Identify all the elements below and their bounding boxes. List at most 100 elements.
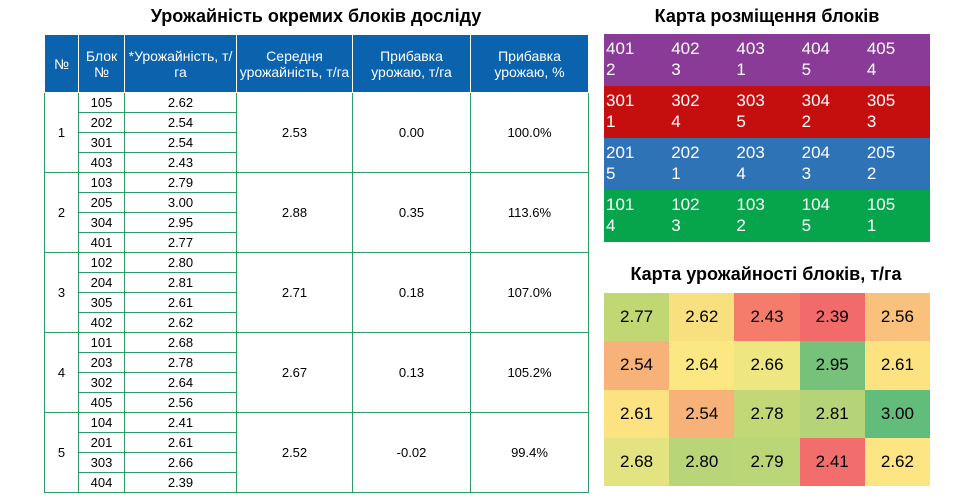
heatmap-cell: 2.79: [734, 437, 800, 486]
table-title: Урожайність окремих блоків досліду: [150, 6, 482, 26]
cell-avg-yield: 2.67: [236, 332, 353, 413]
placement-cell: 401 2: [604, 34, 669, 86]
cell-yield: 2.62: [124, 92, 237, 113]
heatmap-cell: 2.62: [864, 437, 931, 486]
cell-block: 304: [78, 212, 125, 233]
placement-cell: 305 3: [865, 86, 930, 138]
cell-gain-pct: 105.2%: [470, 332, 589, 413]
heatmap-cell: 2.77: [604, 293, 670, 342]
placement-block-number: 305: [866, 91, 896, 110]
heatmap-row: 2.77 2.62 2.43 2.39 2.56: [604, 293, 931, 342]
placement-cell: 303 5: [734, 86, 799, 138]
heatmap-cell: 2.78: [734, 389, 800, 438]
placement-variant-number: 1: [866, 216, 877, 235]
yield-heatmap: 2.77 2.62 2.43 2.39 2.56 2.54 2.64 2.66 2.95 2.61…: [604, 293, 931, 486]
placement-variant-number: 2: [736, 216, 746, 235]
placement-cell: 203 4: [734, 138, 799, 190]
cell-block: 203: [78, 352, 125, 373]
placement-block-number: 302: [671, 91, 700, 110]
heatmap-cell: 3.00: [864, 389, 931, 438]
placement-block-number: 203: [736, 143, 765, 162]
cell-block: 401: [78, 232, 125, 253]
cell-block: 303: [78, 452, 125, 473]
placement-block-number: 405: [866, 39, 896, 58]
table-row: 1 105 2.62 2.53 0.00 100.0%: [44, 92, 589, 173]
header-gain: Прибавка урожаю, т/га: [352, 34, 471, 93]
cell-yield: 2.66: [124, 452, 237, 473]
placement-cell: 102 3: [669, 190, 734, 242]
placement-map-title: Карта розміщення блоків: [654, 6, 880, 26]
heatmap-cell: 2.66: [734, 341, 800, 390]
placement-cell: 105 1: [865, 190, 930, 242]
cell-group-num: 5: [44, 412, 79, 493]
cell-yield: 2.79: [124, 172, 237, 193]
table-row: 204 2.81: [45, 272, 589, 293]
placement-block-number: 401: [606, 39, 635, 58]
heatmap-cell: 2.61: [864, 341, 931, 390]
cell-block: 102: [78, 252, 125, 273]
placement-variant-number: 1: [671, 164, 681, 183]
placement-cell: 404 5: [800, 34, 865, 86]
cell-group-num: 1: [44, 92, 79, 173]
placement-block-number: 102: [671, 195, 700, 214]
placement-cell: 403 1: [734, 34, 799, 86]
placement-cell: 304 2: [800, 86, 865, 138]
placement-variant-number: 5: [801, 216, 812, 235]
header-yield: *Урожайність, т/га: [124, 34, 237, 93]
cell-group-num: 4: [44, 332, 79, 413]
cell-block: 205: [78, 192, 125, 213]
table-row: 4 101 2.68 2.67 0.13 105.2%: [44, 332, 589, 413]
header-avg-yield: Середня урожайність, т/га: [236, 34, 353, 93]
placement-cell: 202 1: [669, 138, 734, 190]
placement-variant-number: 2: [801, 112, 812, 131]
cell-yield: 2.64: [124, 372, 237, 393]
placement-block-number: 304: [801, 91, 830, 110]
placement-variant-number: 4: [736, 164, 746, 183]
cell-block: 202: [78, 112, 125, 133]
heatmap-cell: 2.68: [604, 437, 670, 486]
placement-variant-number: 1: [736, 60, 746, 79]
cell-yield: 2.61: [124, 432, 237, 453]
placement-cell: 205 2: [865, 138, 930, 190]
table-row: 203 2.78: [45, 352, 589, 373]
heatmap-row: 2.54 2.64 2.66 2.95 2.61: [604, 341, 931, 390]
placement-variant-number: 3: [671, 60, 681, 79]
placement-block-number: 303: [736, 91, 765, 110]
cell-avg-yield: 2.71: [236, 252, 353, 333]
placement-variant-number: 4: [866, 60, 877, 79]
table-row: 3 102 2.80 2.71 0.18 107.0%: [44, 252, 589, 333]
cell-gain-pct: 107.0%: [470, 252, 589, 333]
cell-yield: 2.39: [124, 472, 237, 493]
header-gain-pct: Прибавка урожаю, %: [470, 34, 589, 93]
cell-group-num: 3: [44, 252, 79, 333]
cell-yield: 2.43: [124, 152, 237, 173]
heatmap-cell: 2.62: [669, 293, 735, 342]
cell-block: 103: [78, 172, 125, 193]
placement-block-number: 402: [671, 39, 700, 58]
cell-block: 101: [78, 332, 125, 353]
cell-gain: 0.13: [352, 332, 471, 413]
placement-row: 101 4 102 3 103 2 104 5 105 1: [604, 190, 930, 242]
cell-gain: -0.02: [352, 412, 471, 493]
placement-cell: 402 3: [669, 34, 734, 86]
heatmap-cell: 2.43: [734, 293, 800, 342]
table-row: 403 2.43: [45, 152, 589, 173]
placement-cell: 405 4: [865, 34, 930, 86]
table-row: 2 103 2.79 2.88 0.35 113.6%: [44, 172, 589, 253]
placement-variant-number: 1: [606, 112, 616, 131]
heatmap-cell: 2.81: [799, 389, 865, 438]
placement-block-number: 104: [801, 195, 830, 214]
placement-variant-number: 5: [801, 60, 812, 79]
heatmap-cell: 2.39: [799, 293, 865, 342]
heatmap-cell: 2.80: [669, 437, 735, 486]
cell-yield: 2.54: [124, 112, 237, 133]
cell-yield: 3.00: [124, 192, 237, 213]
heatmap-cell: 2.95: [799, 341, 865, 390]
cell-gain-pct: 113.6%: [470, 172, 589, 253]
placement-block-number: 205: [866, 143, 896, 162]
heatmap-cell: 2.54: [669, 389, 735, 438]
cell-block: 204: [78, 272, 125, 293]
placement-block-number: 301: [606, 91, 635, 110]
placement-map: 401 2 402 3 403 1 404 5 405 4 301 1 302 4 303 5 304 2 305 3…: [604, 34, 930, 242]
heatmap-title: Карта урожайності блоків, т/га: [630, 264, 902, 284]
